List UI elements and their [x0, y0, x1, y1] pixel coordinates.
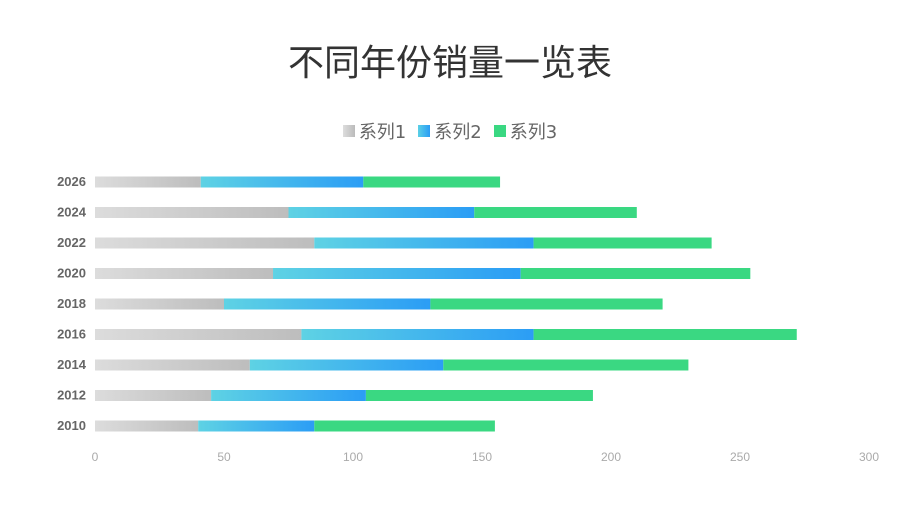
y-tick-label: 2016 — [57, 327, 86, 342]
legend-label: 系列2 — [434, 122, 482, 143]
x-tick-label: 100 — [343, 450, 363, 464]
x-tick-label: 0 — [92, 450, 99, 464]
bar-segment[interactable] — [224, 298, 431, 310]
legend-item-series1[interactable]: 系列1 — [342, 118, 407, 144]
bar-segment[interactable] — [95, 359, 250, 371]
bar-segment[interactable] — [314, 420, 495, 432]
y-tick-label: 2012 — [57, 388, 86, 403]
bar-segment[interactable] — [95, 298, 224, 310]
legend-swatch — [493, 125, 506, 137]
bar-segment[interactable] — [301, 329, 534, 340]
y-tick-label: 2014 — [57, 357, 87, 372]
bar-segment[interactable] — [95, 390, 212, 401]
y-tick-label: 2018 — [57, 296, 86, 311]
x-tick-label: 300 — [859, 450, 879, 464]
bar-segment[interactable] — [430, 298, 663, 310]
legend-item-series2[interactable]: 系列2 — [418, 118, 482, 144]
legend-swatch — [418, 125, 431, 137]
bar-segment[interactable] — [95, 207, 289, 218]
bar-segment[interactable] — [200, 176, 364, 188]
y-tick-label: 2010 — [57, 418, 86, 433]
bar-segment[interactable] — [95, 420, 199, 432]
bar-segment[interactable] — [95, 176, 201, 188]
legend-swatch — [342, 125, 355, 137]
bar-segment[interactable] — [363, 176, 501, 188]
legend-label: 系列1 — [358, 122, 407, 143]
bar-segment[interactable] — [443, 359, 689, 371]
x-tick-label: 50 — [217, 450, 231, 464]
y-tick-label: 2026 — [57, 174, 86, 189]
bar-segment[interactable] — [288, 207, 475, 218]
legend: 系列1 系列2 系列3 — [0, 118, 900, 144]
bar-segment[interactable] — [95, 329, 302, 340]
x-tick-label: 250 — [730, 450, 750, 464]
bar-segment[interactable] — [533, 237, 712, 249]
y-tick-label: 2022 — [57, 235, 86, 250]
legend-label: 系列3 — [509, 122, 558, 143]
bar-segment[interactable] — [365, 390, 593, 401]
bar-segment[interactable] — [198, 420, 315, 432]
bar-segment[interactable] — [95, 268, 274, 279]
bar-segment[interactable] — [211, 390, 366, 401]
bar-segment[interactable] — [273, 268, 521, 279]
bar-segment[interactable] — [249, 359, 444, 371]
x-tick-label: 200 — [601, 450, 621, 464]
chart-title: 不同年份销量一览表 — [287, 43, 612, 84]
x-tick-label: 150 — [472, 450, 492, 464]
bar-segment[interactable] — [533, 329, 797, 340]
bar-segment[interactable] — [474, 207, 637, 218]
bar-segment[interactable] — [314, 237, 534, 249]
legend-item-series3[interactable]: 系列3 — [493, 118, 558, 144]
y-tick-label: 2024 — [57, 205, 87, 220]
bar-segment[interactable] — [95, 237, 315, 249]
y-tick-label: 2020 — [57, 266, 86, 281]
bar-segment[interactable] — [520, 268, 751, 279]
